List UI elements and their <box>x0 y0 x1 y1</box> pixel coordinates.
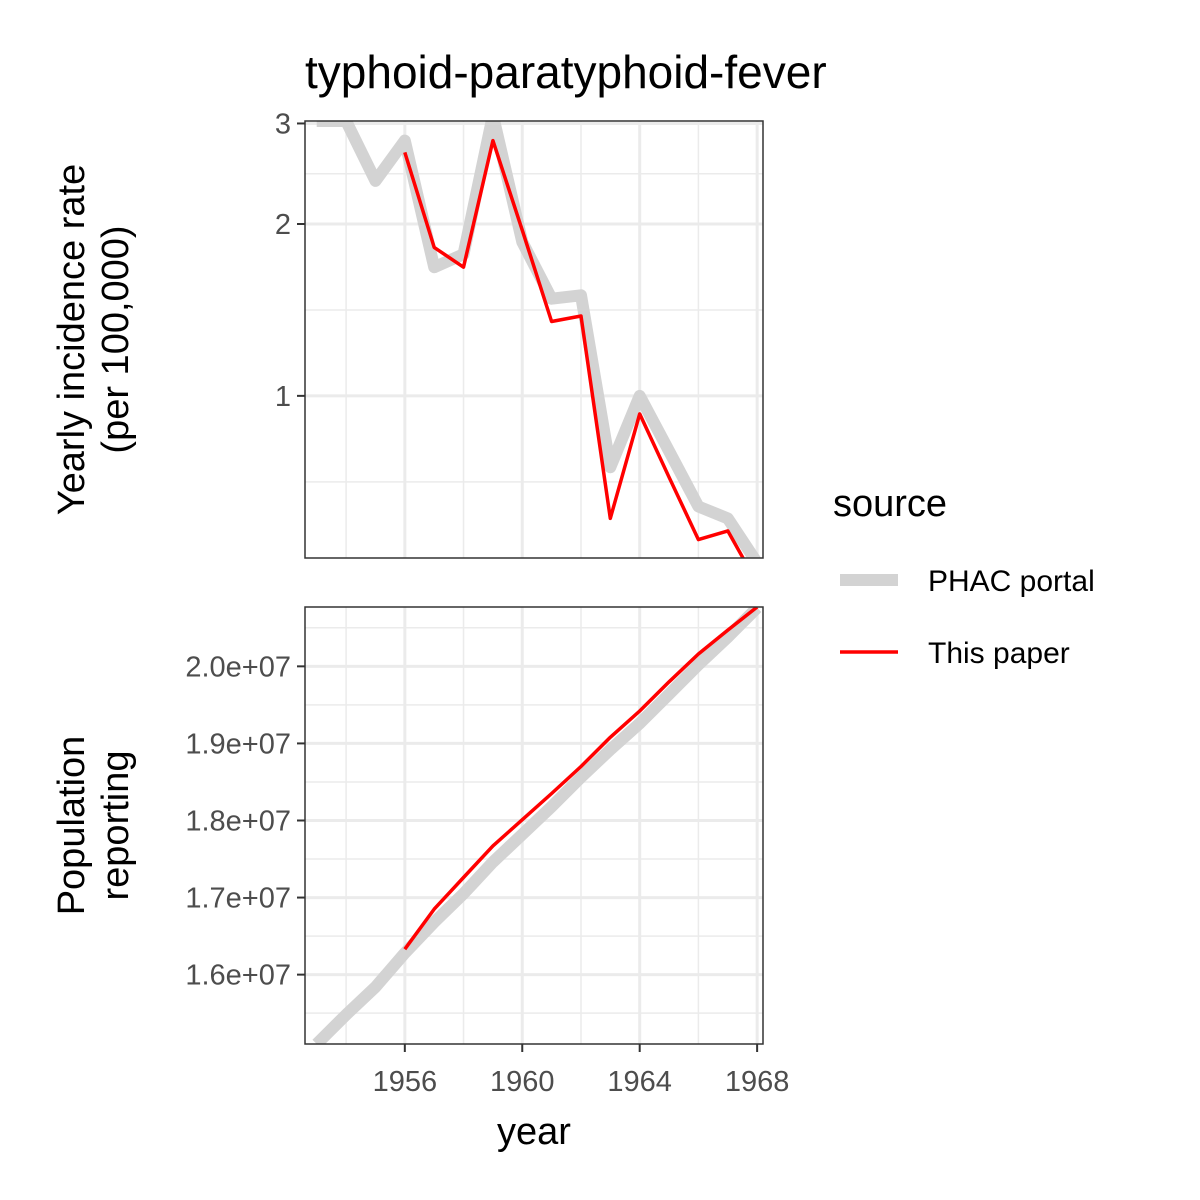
y-tick-label: 1.6e+07 <box>185 960 291 992</box>
legend-entries: PHAC portal This paper <box>840 565 1095 670</box>
x-tick-label: 1968 <box>725 1066 790 1098</box>
legend-title: source <box>833 483 947 525</box>
y-tick-label: 2.0e+07 <box>185 651 291 683</box>
legend-entry: PHAC portal <box>840 565 1095 598</box>
y-tick-label: 2 <box>275 209 291 241</box>
y-tick-label: 1.9e+07 <box>185 728 291 760</box>
panel-border <box>304 120 764 559</box>
y-tick-label: 3 <box>275 108 291 140</box>
panel-incidence: 1 2 3 Yearly incidence rate(per 100,000) <box>51 108 764 559</box>
y-tick-label: 1.7e+07 <box>185 883 291 915</box>
series-line-phac-portal <box>312 607 762 1044</box>
y-tick-label: 1.8e+07 <box>185 805 291 837</box>
series-group <box>312 607 762 1044</box>
panel-population: 1.6e+07 1.7e+07 1.8e+07 1.9e+07 2.0e+07 Popul… <box>51 606 790 1098</box>
x-axis-title: year <box>497 1111 571 1153</box>
chart-title: typhoid-paratyphoid-fever <box>305 46 827 98</box>
y-axis-title-line: (per 100,000) <box>95 225 137 453</box>
x-tick-label: 1960 <box>490 1066 555 1098</box>
y-axis-title-line: Population <box>51 736 93 916</box>
panel-border <box>304 606 764 1045</box>
legend-entry: This paper <box>840 637 1070 670</box>
y-axis-title-incidence: Yearly incidence rate(per 100,000) <box>51 164 137 515</box>
y-tick-label: 1 <box>275 381 291 413</box>
y-axis-title-line: Yearly incidence rate <box>51 164 93 515</box>
legend-label: This paper <box>928 637 1070 670</box>
x-tick-label: 1956 <box>373 1066 438 1098</box>
series-line-this-paper <box>403 607 759 951</box>
y-axis-title-line: reporting <box>95 751 137 901</box>
series-line-phac-portal <box>316 121 762 558</box>
x-tick-label: 1964 <box>607 1066 672 1098</box>
y-axis-title-population: Populationreporting <box>51 736 137 916</box>
legend-label: PHAC portal <box>928 565 1095 598</box>
series-line-this-paper <box>403 138 746 558</box>
plot-panels: 1 2 3 Yearly incidence rate(per 100,000) 1.6… <box>51 108 789 1098</box>
legend: source PHAC portal This paper <box>833 483 1095 670</box>
series-group <box>316 121 762 558</box>
